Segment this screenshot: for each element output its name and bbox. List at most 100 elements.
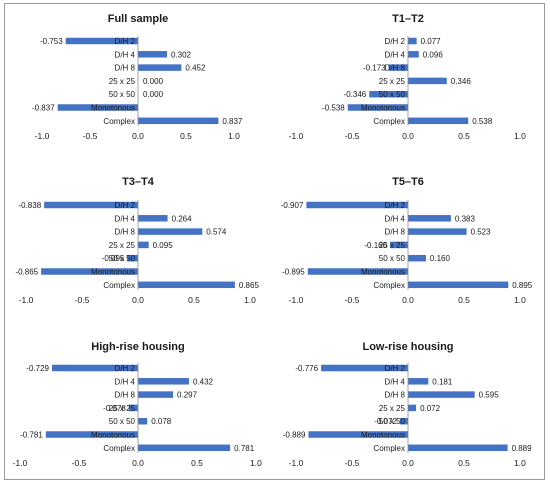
- data-label: 0.297: [177, 391, 198, 400]
- data-label: 0.302: [171, 50, 192, 59]
- x-tick-label: -1.0: [289, 131, 304, 141]
- x-tick-label: 0.5: [191, 458, 203, 468]
- panel-title: Low-rise housing: [362, 341, 453, 353]
- data-label: -0.781: [20, 431, 43, 440]
- bar: [408, 117, 469, 125]
- x-tick-label: 0.5: [458, 458, 470, 468]
- bar: [138, 391, 174, 398]
- data-label: -0.538: [322, 104, 345, 113]
- bar: [138, 228, 203, 235]
- category-label: D/H 8: [115, 391, 136, 400]
- data-label: 0.889: [512, 444, 533, 453]
- category-label: D/H 2: [385, 364, 406, 373]
- data-label: -0.160: [364, 241, 387, 250]
- x-tick-label: -1.0: [289, 295, 304, 305]
- data-label: 0.078: [151, 417, 172, 426]
- data-label: -0.173: [363, 64, 386, 73]
- category-label: 25 x 25: [109, 77, 136, 86]
- data-label: 0.095: [153, 241, 174, 250]
- data-label: -0.072: [374, 417, 397, 426]
- bar: [408, 281, 509, 289]
- panel-title: High-rise housing: [91, 341, 185, 353]
- bar: [408, 77, 447, 85]
- data-label: 0.574: [206, 228, 227, 237]
- bar: [41, 268, 139, 275]
- x-tick-label: -1.0: [289, 458, 304, 468]
- category-label: Complex: [373, 117, 405, 126]
- data-label: 0.181: [432, 377, 453, 386]
- category-label: 50 x 50: [379, 90, 406, 99]
- data-label: -0.865: [15, 268, 38, 277]
- chart-panel-6: Low-rise housing D/H 2 -0.776 D/H 4 0.181 D/H…: [283, 341, 532, 468]
- chart-panel-4: T5–T6 D/H 2 -0.907 D/H 4 0.383 D/H 8 0.523 25 x…: [281, 176, 533, 305]
- data-label: 0.000: [143, 90, 164, 99]
- category-label: 25 x 25: [379, 241, 406, 250]
- category-label: D/H 2: [385, 37, 406, 46]
- data-label: 0.865: [239, 281, 260, 290]
- category-label: 50 x 50: [379, 254, 406, 263]
- x-tick-label: 1.0: [514, 295, 526, 305]
- x-tick-label: -0.5: [83, 131, 98, 141]
- category-label: Monotonous: [361, 431, 405, 440]
- data-label: 0.383: [455, 214, 476, 223]
- x-tick-label: -1.0: [13, 458, 28, 468]
- data-label: 0.264: [172, 214, 193, 223]
- bar: [347, 104, 408, 111]
- chart-panel-2: T1–T2 D/H 2 0.077 D/H 4 0.096 D/H 8-0.173 25 x…: [289, 13, 527, 141]
- category-label: D/H 4: [115, 377, 136, 386]
- x-tick-label: 1.0: [514, 458, 526, 468]
- bar: [127, 254, 138, 262]
- category-label: 50 x 50: [109, 417, 136, 426]
- x-tick-label: 0.0: [132, 295, 144, 305]
- category-label: D/H 4: [385, 50, 406, 59]
- data-label: -0.753: [40, 37, 63, 46]
- panel-title: T1–T2: [392, 13, 424, 25]
- bar: [128, 404, 138, 412]
- bar: [390, 241, 408, 249]
- bar: [408, 391, 475, 398]
- data-label: -0.346: [344, 90, 367, 99]
- x-tick-label: 0.0: [402, 295, 414, 305]
- bar: [138, 241, 149, 249]
- data-label: 0.538: [472, 117, 493, 126]
- bar: [57, 104, 139, 111]
- category-label: Monotonous: [361, 104, 405, 113]
- category-label: D/H 8: [115, 228, 136, 237]
- x-tick-label: -0.5: [345, 458, 360, 468]
- category-label: Monotonous: [91, 104, 135, 113]
- x-tick-label: 0.0: [132, 458, 144, 468]
- category-label: Monotonous: [361, 268, 405, 277]
- bar: [408, 228, 467, 235]
- data-label: 0.346: [451, 77, 472, 86]
- x-tick-label: 0.5: [458, 295, 470, 305]
- panel-title: T3–T4: [122, 176, 155, 188]
- x-tick-label: 0.5: [458, 131, 470, 141]
- panel-title: Full sample: [108, 13, 169, 25]
- data-label: 0.781: [234, 444, 255, 453]
- bar: [138, 444, 231, 452]
- data-label: -0.729: [26, 364, 49, 373]
- category-label: Monotonous: [91, 431, 135, 440]
- x-tick-label: 0.0: [402, 131, 414, 141]
- chart-panel-1: Full sample D/H 2 -0.753 D/H 4 0.302 D/H 8 0.4…: [32, 13, 243, 141]
- data-label: 0.077: [421, 37, 442, 46]
- category-label: Complex: [373, 281, 405, 290]
- bar: [138, 378, 189, 385]
- data-label: -0.889: [283, 431, 306, 440]
- bar: [321, 364, 408, 372]
- bar: [51, 364, 139, 372]
- category-label: D/H 4: [115, 50, 136, 59]
- data-label: 0.000: [143, 77, 164, 86]
- category-label: Complex: [103, 444, 135, 453]
- bar: [408, 37, 417, 45]
- category-label: 25 x 25: [379, 404, 406, 413]
- bar: [408, 215, 451, 222]
- data-label: -0.837: [32, 104, 55, 113]
- data-label: -0.095: [102, 254, 125, 263]
- category-label: D/H 4: [385, 214, 406, 223]
- bar: [138, 117, 219, 125]
- data-label: 0.595: [479, 391, 500, 400]
- data-label: 0.837: [222, 117, 243, 126]
- bar: [408, 404, 417, 412]
